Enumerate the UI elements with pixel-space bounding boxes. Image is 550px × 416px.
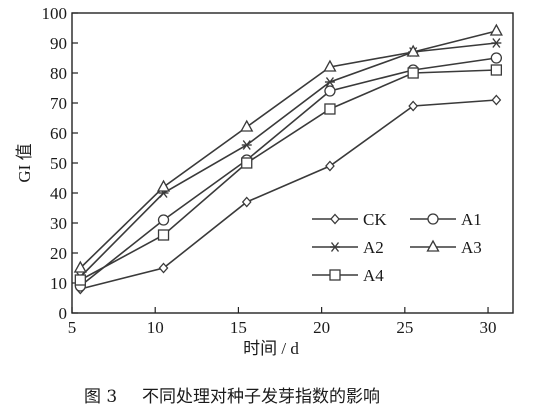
data-point-a4 [324, 103, 336, 115]
axes: 0 10 20 30 40 50 60 70 80 90 100 5 10 15 20 25 30 [42, 4, 514, 337]
square-marker [329, 269, 341, 281]
legend-item-a3: A3 [410, 238, 482, 257]
x-tick-label: 15 [230, 318, 247, 337]
data-point-a2 [241, 140, 252, 150]
data-point-ck [408, 100, 419, 112]
y-tick-label: 60 [50, 124, 67, 143]
triangle-marker [406, 44, 420, 57]
asterisk-stroke [242, 140, 251, 150]
data-point-a4 [407, 67, 419, 79]
caption-text: 不同处理对种子发芽指数的影响 [142, 387, 380, 407]
data-point-a1 [490, 52, 503, 64]
y-axis-title: GI 值 [15, 143, 34, 182]
triangle-marker [323, 59, 337, 72]
y-tick-label: 40 [50, 184, 67, 203]
data-point-a2 [491, 38, 502, 48]
square-marker [324, 103, 336, 115]
triangle-marker [73, 260, 87, 273]
diamond-marker [330, 213, 340, 225]
legend: CK A1 A2 A3 A4 [312, 210, 482, 285]
circle-marker [324, 85, 336, 97]
circle-marker [157, 214, 170, 226]
legend-marker [330, 242, 340, 252]
data-point-a3 [406, 44, 420, 57]
data-point-a3 [73, 260, 87, 273]
triangle-marker [426, 239, 440, 252]
legend-marker [329, 269, 341, 281]
legend-label: A4 [363, 266, 384, 285]
asterisk-stroke [325, 77, 334, 87]
legend-label: A2 [363, 238, 384, 257]
data-point-a4 [157, 229, 170, 241]
series-line-ck [80, 99, 497, 290]
y-tick-label: 10 [50, 274, 67, 293]
series-line-a1 [79, 57, 497, 287]
legend-item-a2: A2 [312, 238, 384, 257]
y-tick-label: 80 [50, 64, 67, 83]
data-point-a3 [240, 119, 254, 132]
legend-marker [426, 239, 440, 252]
asterisk-stroke [492, 38, 501, 48]
series-line-a4 [79, 69, 497, 281]
series-layer [73, 23, 503, 295]
y-tick-label: 70 [50, 94, 67, 113]
data-point-a1 [324, 85, 336, 97]
x-tick-label: 5 [68, 318, 77, 337]
data-point-a1 [157, 214, 170, 226]
diamond-marker [158, 262, 169, 274]
triangle-marker [156, 179, 171, 192]
plot-frame [71, 12, 514, 314]
square-marker [74, 274, 86, 286]
circle-marker [427, 213, 439, 225]
circle-marker [490, 52, 503, 64]
data-point-a4 [490, 64, 503, 76]
x-tick-label: 10 [147, 318, 164, 337]
y-tick-label: 20 [50, 244, 67, 263]
axis-labels: 时间 / d GI 值 [15, 143, 299, 358]
square-marker [241, 157, 253, 169]
legend-item-a4: A4 [312, 266, 384, 285]
x-tick-label: 25 [396, 318, 413, 337]
x-tick-label: 20 [313, 318, 330, 337]
y-tick-label: 90 [50, 34, 67, 53]
data-point-ck [158, 262, 169, 274]
diamond-marker [408, 100, 419, 112]
data-point-a3 [156, 179, 171, 192]
data-point-ck [491, 94, 502, 106]
x-axis-title: 时间 / d [243, 339, 299, 358]
y-tick-label: 50 [50, 154, 67, 173]
asterisk-stroke [330, 242, 340, 252]
data-point-a3 [489, 23, 503, 36]
figure-caption: 图 3 不同处理对种子发芽指数的影响 [84, 387, 380, 407]
triangle-marker [489, 23, 503, 36]
diamond-marker [491, 94, 502, 106]
diamond-marker [325, 160, 335, 172]
legend-item-ck: CK [312, 210, 387, 229]
data-point-ck [325, 160, 335, 172]
data-point-a4 [74, 274, 86, 286]
legend-label: CK [363, 210, 387, 229]
legend-label: A3 [461, 238, 482, 257]
y-tick-label: 30 [50, 214, 67, 233]
square-marker [157, 229, 170, 241]
diamond-marker [241, 196, 252, 208]
y-tick-label: 100 [42, 4, 68, 23]
legend-item-a1: A1 [410, 210, 482, 229]
series-line-a2 [79, 42, 497, 278]
legend-label: A1 [461, 210, 482, 229]
legend-marker [330, 213, 340, 225]
series-line-a3 [79, 30, 497, 269]
data-point-a3 [323, 59, 337, 72]
triangle-marker [240, 119, 254, 132]
legend-marker [427, 213, 439, 225]
data-point-a4 [241, 157, 253, 169]
square-marker [490, 64, 503, 76]
square-marker [407, 67, 419, 79]
data-point-ck [241, 196, 252, 208]
y-tick-label: 0 [59, 304, 68, 323]
data-point-a2 [324, 77, 335, 87]
caption-label: 图 3 [84, 387, 117, 407]
x-tick-label: 30 [480, 318, 497, 337]
